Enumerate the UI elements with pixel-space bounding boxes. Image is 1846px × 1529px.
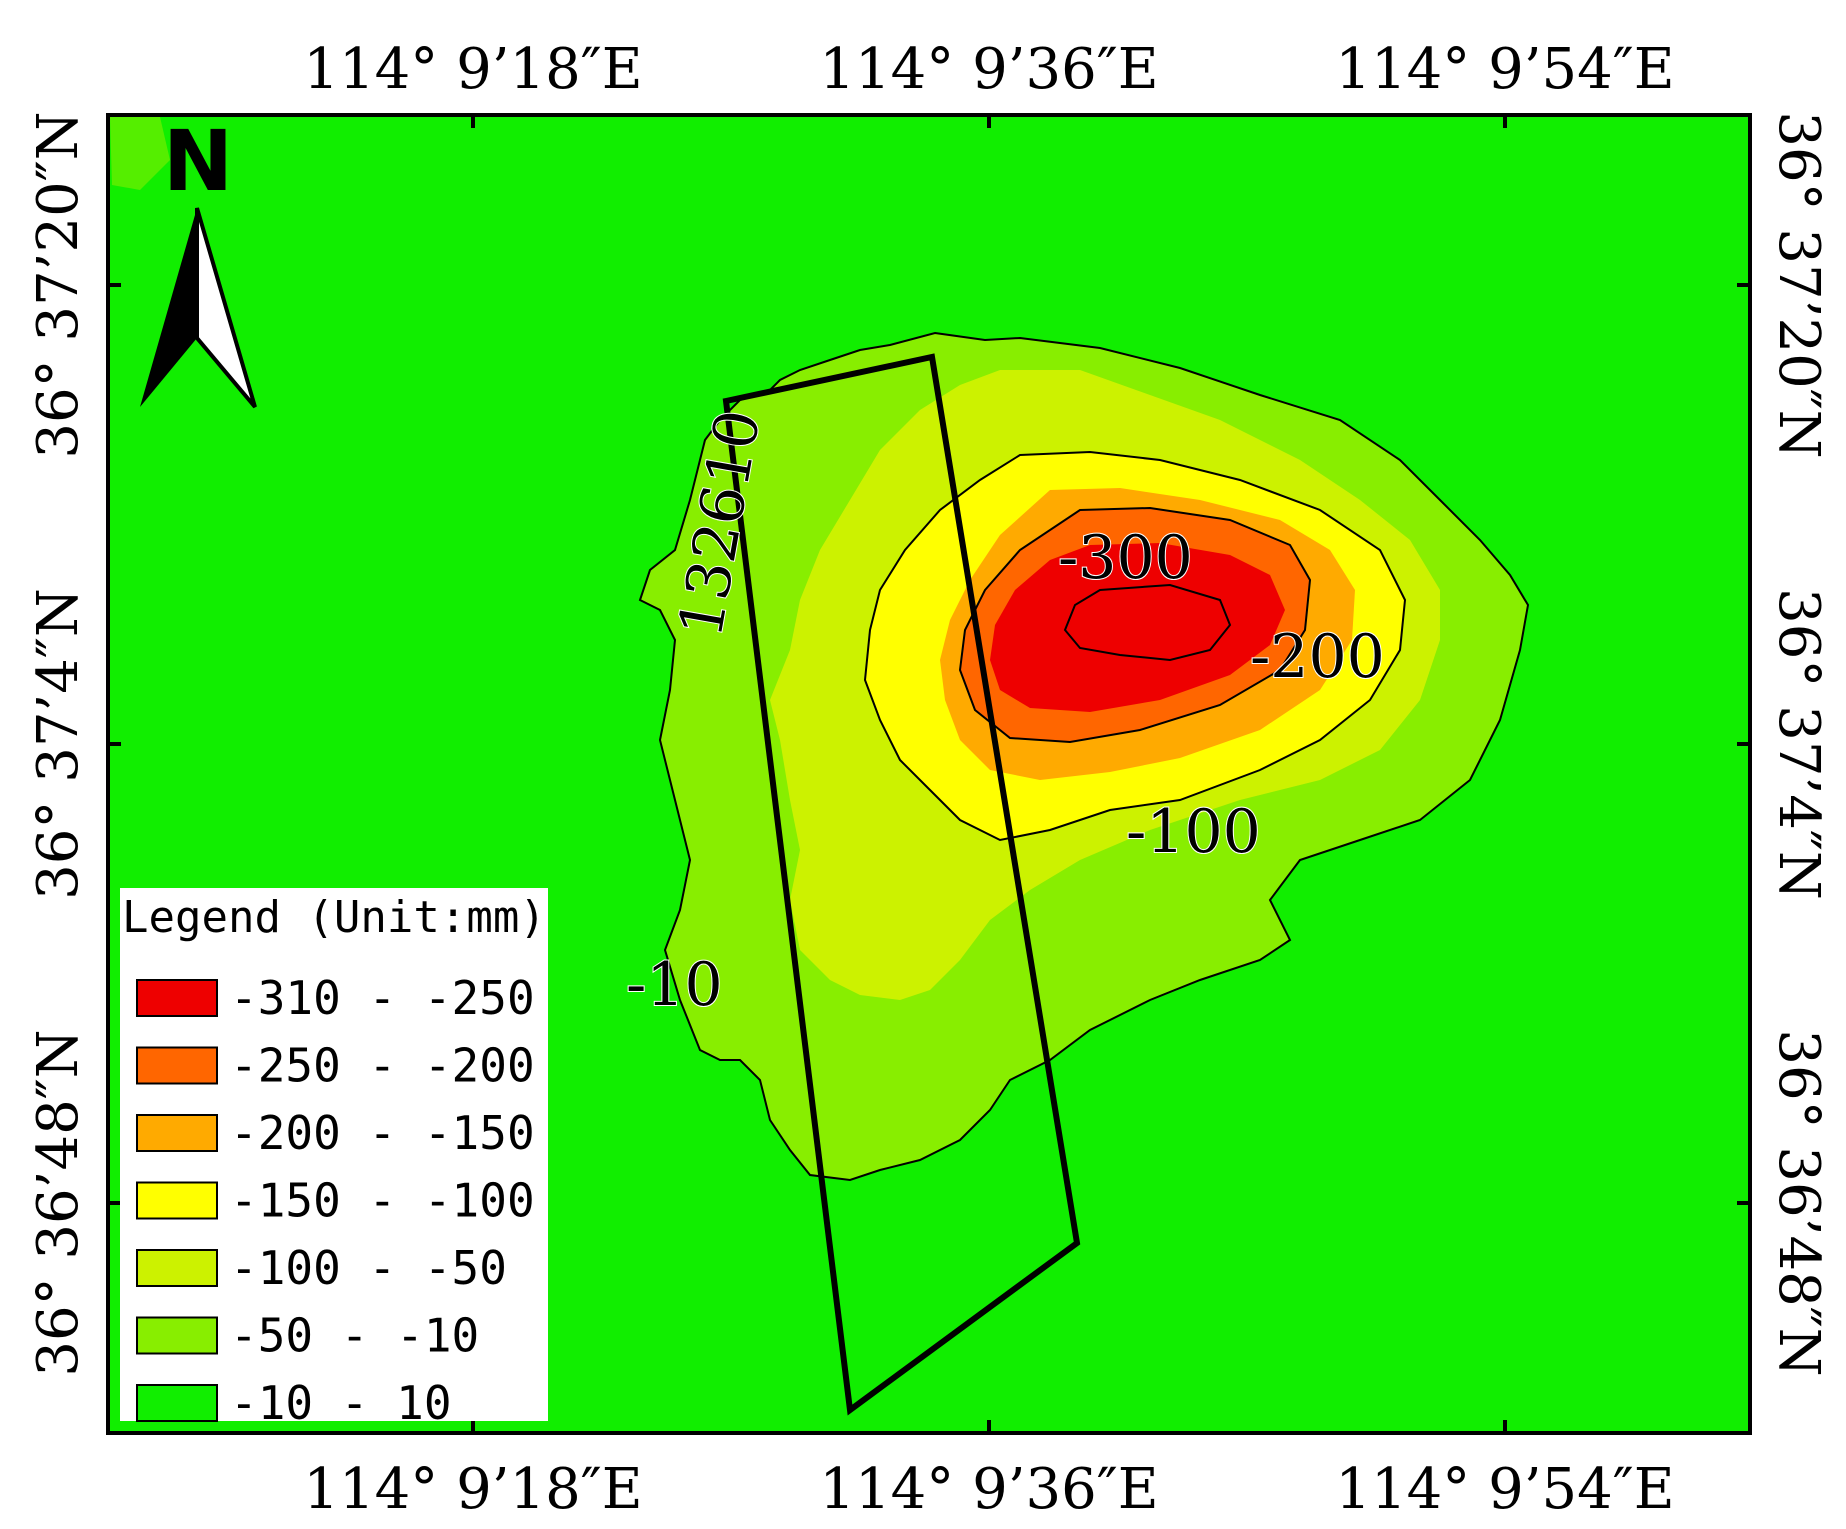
legend: Legend (Unit:mm) -310 - -250-250 - -200-…: [120, 888, 548, 1430]
legend-swatch: [136, 1384, 218, 1422]
contour-label-10: -10: [626, 950, 723, 1020]
coord-left-2: 36° 37’4″N: [26, 588, 91, 900]
coord-right-2: 36° 37’4″N: [1766, 588, 1831, 900]
legend-label: -310 - -250: [230, 971, 535, 1025]
legend-label: -200 - -150: [230, 1106, 535, 1160]
legend-label: -50 - -10: [230, 1309, 479, 1363]
north-arrow: N: [140, 112, 257, 409]
north-arrow-right-half: [195, 207, 257, 409]
coord-left-1: 36° 37’20″N: [26, 111, 91, 458]
legend-swatch: [136, 1316, 218, 1355]
coord-top-2: 114° 9’36″E: [819, 37, 1158, 102]
coord-bottom-2: 114° 9’36″E: [819, 1457, 1158, 1522]
coord-top-1: 114° 9’18″E: [303, 37, 642, 102]
legend-label: -10 - 10: [230, 1376, 452, 1430]
coord-bottom-1: 114° 9’18″E: [303, 1457, 642, 1522]
contour-minus-100: [863, 450, 1407, 842]
north-arrow-left-half: [140, 208, 197, 407]
contour-label-200: -200: [1250, 622, 1385, 692]
corner-patch: [110, 117, 170, 190]
contour-minus-300: [1063, 583, 1232, 662]
legend-label: -250 - -200: [230, 1039, 535, 1093]
legend-swatch: [136, 1249, 218, 1287]
contour-label-300: -300: [1058, 523, 1193, 593]
zone-minus-250: [990, 543, 1285, 712]
coord-right-1: 36° 37’20″N: [1766, 111, 1831, 458]
legend-label: -100 - -50: [230, 1241, 507, 1295]
legend-swatch: [136, 1046, 218, 1085]
legend-title: Legend (Unit:mm): [122, 892, 546, 943]
coord-bottom-3: 114° 9’54″E: [1335, 1457, 1674, 1522]
coord-right-3: 36° 36’48″N: [1766, 1029, 1831, 1376]
legend-label: -150 - -100: [230, 1174, 535, 1228]
coord-top-3: 114° 9’54″E: [1335, 37, 1674, 102]
working-face-132610: [722, 353, 1081, 1416]
contour-label-100: -100: [1126, 797, 1261, 867]
tick-marks: [108, 115, 1750, 1433]
legend-swatch: [136, 1114, 218, 1152]
coord-left-3: 36° 36’48″N: [26, 1029, 91, 1376]
legend-swatch: [136, 1181, 218, 1220]
map-frame: [106, 113, 1752, 1435]
legend-items: -310 - -250 -250 - -200 -200 - -150 -150 - …: [136, 971, 535, 1430]
contour-minus-10: [638, 331, 1530, 1182]
north-arrow-label: N: [163, 112, 233, 210]
legend-swatch: [136, 979, 218, 1017]
